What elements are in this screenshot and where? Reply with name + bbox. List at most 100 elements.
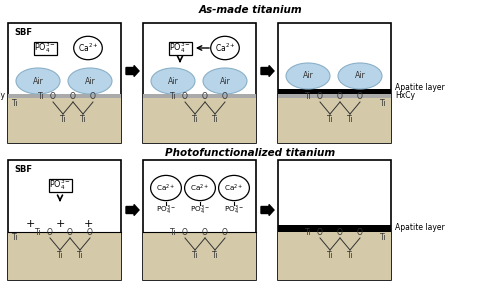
FancyArrow shape	[261, 66, 274, 77]
Text: Ti: Ti	[192, 251, 198, 260]
Text: O: O	[67, 228, 73, 237]
Bar	[143, 94, 256, 98]
Text: $\mathregular{Ca^{2+}}$: $\mathregular{Ca^{2+}}$	[224, 182, 244, 194]
Text: $\mathregular{Ca^{2+}}$: $\mathregular{Ca^{2+}}$	[156, 182, 176, 194]
Text: Ti: Ti	[38, 92, 44, 101]
Text: O: O	[90, 92, 96, 101]
Text: $\mathregular{PO_4^{3-}}$: $\mathregular{PO_4^{3-}}$	[224, 203, 244, 217]
Text: Air: Air	[168, 77, 178, 86]
Text: O: O	[317, 92, 323, 101]
Text: Ti: Ti	[304, 228, 312, 237]
Text: O: O	[87, 228, 93, 237]
Text: Ti: Ti	[76, 251, 84, 260]
Text: $\mathregular{PO_4^{3-}}$: $\mathregular{PO_4^{3-}}$	[49, 178, 71, 193]
Text: O: O	[50, 92, 56, 101]
Text: $\mathregular{Ca^{2+}}$: $\mathregular{Ca^{2+}}$	[215, 42, 235, 54]
Ellipse shape	[151, 68, 195, 94]
Text: Air: Air	[302, 72, 314, 80]
Text: Ti: Ti	[346, 115, 354, 124]
Text: O: O	[317, 228, 323, 237]
Bar	[278, 98, 391, 143]
Ellipse shape	[16, 68, 60, 94]
Text: +: +	[26, 219, 35, 229]
Text: Ti: Ti	[192, 115, 198, 124]
Ellipse shape	[150, 176, 182, 201]
Text: +: +	[56, 219, 64, 229]
Text: Air: Air	[220, 77, 230, 86]
Text: Ti: Ti	[380, 233, 387, 242]
FancyBboxPatch shape	[34, 41, 56, 55]
Text: O: O	[47, 228, 53, 237]
Bar	[8, 94, 121, 98]
Bar	[143, 232, 256, 280]
Bar	[278, 89, 391, 94]
Text: O: O	[357, 228, 363, 237]
Bar	[278, 232, 391, 280]
Text: Ti: Ti	[80, 115, 86, 124]
Text: SBF: SBF	[14, 165, 32, 174]
Text: Ti: Ti	[60, 115, 66, 124]
Ellipse shape	[338, 63, 382, 89]
Ellipse shape	[68, 68, 112, 94]
Text: As-made titanium: As-made titanium	[198, 5, 302, 15]
Text: Ti: Ti	[170, 228, 176, 237]
Text: Ti: Ti	[12, 233, 18, 242]
Bar	[8, 160, 121, 280]
Text: O: O	[337, 92, 343, 101]
Bar	[8, 232, 121, 280]
Ellipse shape	[203, 68, 247, 94]
Text: Ti: Ti	[170, 92, 176, 101]
Text: O: O	[182, 228, 188, 237]
FancyBboxPatch shape	[48, 179, 72, 192]
Text: Air: Air	[354, 72, 366, 80]
Text: Ti: Ti	[12, 99, 18, 108]
Ellipse shape	[286, 63, 330, 89]
Text: Ti: Ti	[212, 115, 218, 124]
Text: Photofunctionalized titanium: Photofunctionalized titanium	[165, 148, 335, 158]
Bar	[278, 94, 391, 98]
Text: HxCy: HxCy	[395, 91, 415, 100]
Text: +: +	[84, 219, 92, 229]
Bar	[8, 23, 121, 143]
Text: SBF: SBF	[14, 28, 32, 37]
Bar	[278, 23, 391, 143]
Text: Air: Air	[84, 77, 96, 86]
Ellipse shape	[74, 36, 102, 60]
Text: O: O	[222, 92, 228, 101]
Text: O: O	[202, 92, 208, 101]
Bar	[143, 160, 256, 280]
Text: Ti: Ti	[212, 251, 218, 260]
Text: Ti: Ti	[34, 228, 42, 237]
Text: O: O	[337, 228, 343, 237]
Text: Ti: Ti	[380, 99, 387, 108]
Text: HxCy: HxCy	[0, 91, 5, 100]
FancyArrow shape	[126, 204, 139, 215]
Ellipse shape	[184, 176, 216, 201]
Text: Ti: Ti	[326, 251, 334, 260]
FancyArrow shape	[126, 66, 139, 77]
Text: Ti: Ti	[346, 251, 354, 260]
Text: O: O	[357, 92, 363, 101]
Bar	[8, 98, 121, 143]
Text: Apatite layer: Apatite layer	[395, 224, 445, 232]
Text: $\mathregular{PO_4^{3-}}$: $\mathregular{PO_4^{3-}}$	[156, 203, 176, 217]
Text: O: O	[222, 228, 228, 237]
Bar	[143, 23, 256, 143]
Text: O: O	[202, 228, 208, 237]
Text: $\mathregular{PO_4^{3-}}$: $\mathregular{PO_4^{3-}}$	[34, 41, 56, 55]
Bar	[278, 160, 391, 280]
Bar	[278, 225, 391, 232]
Text: O: O	[70, 92, 76, 101]
Text: $\mathregular{Ca^{2+}}$: $\mathregular{Ca^{2+}}$	[190, 182, 210, 194]
Ellipse shape	[218, 176, 250, 201]
Text: Ti: Ti	[56, 251, 64, 260]
Text: $\mathregular{Ca^{2+}}$: $\mathregular{Ca^{2+}}$	[78, 42, 98, 54]
FancyArrow shape	[261, 204, 274, 215]
Text: Ti: Ti	[326, 115, 334, 124]
Text: Ti: Ti	[304, 92, 312, 101]
Bar	[143, 98, 256, 143]
FancyBboxPatch shape	[168, 41, 192, 55]
Text: Apatite layer: Apatite layer	[395, 83, 445, 92]
Text: $\mathregular{PO_4^{3-}}$: $\mathregular{PO_4^{3-}}$	[190, 203, 210, 217]
Text: O: O	[182, 92, 188, 101]
